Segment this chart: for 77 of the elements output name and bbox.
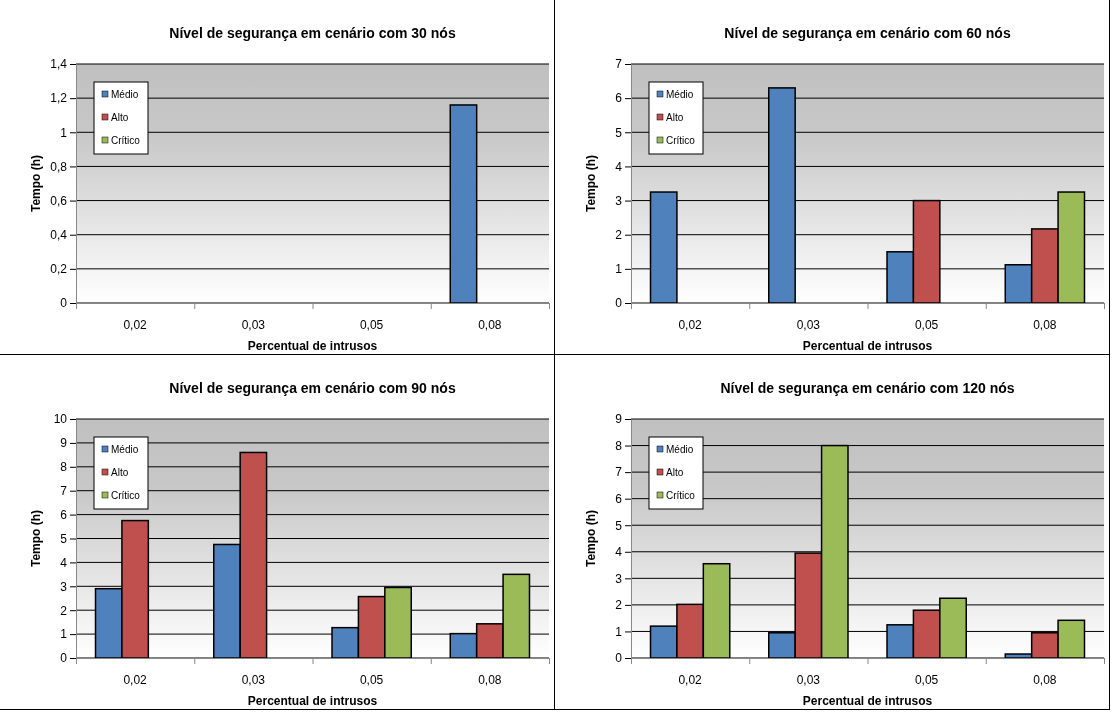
y-tick-label: 6 [60, 507, 68, 522]
x-tick-label: 0,02 [678, 318, 703, 332]
y-tick-label: 7 [615, 465, 623, 480]
y-tick-label: 0 [60, 296, 68, 311]
x-tick-label: 0,02 [678, 673, 703, 687]
y-tick-label: 1 [615, 624, 623, 639]
y-tick-label: 5 [615, 518, 623, 533]
legend-label: Médio [666, 89, 694, 100]
y-tick-label: 6 [615, 492, 623, 507]
y-tick-label: 1,2 [50, 91, 68, 106]
y-tick-label: 0,4 [50, 228, 68, 243]
y-tick-label: 0,2 [50, 262, 68, 277]
y-axis-title: Tempo (h) [29, 509, 43, 568]
x-axis-title: Percentual de intrusos [802, 339, 933, 353]
y-tick-label: 1 [615, 262, 623, 277]
x-axis-title: Percentual de intrusos [247, 694, 378, 708]
x-tick-label: 0,03 [241, 673, 266, 687]
x-tick-label: 0,05 [359, 673, 384, 687]
legend-label: Crítico [666, 135, 696, 146]
y-tick-label: 8 [60, 460, 68, 475]
y-tick-label: 6 [615, 91, 623, 106]
legend-label: Médio [111, 444, 139, 455]
y-tick-label: 7 [615, 57, 623, 72]
legend-label: Alto [111, 112, 129, 123]
legend-label: Médio [111, 89, 139, 100]
y-tick-label: 8 [615, 438, 623, 453]
chart-title: Nível de segurança em cenário com 30 nós [169, 25, 456, 41]
y-tick-label: 2 [615, 598, 623, 613]
y-axis-title: Tempo (h) [584, 509, 598, 568]
y-tick-label: 9 [615, 412, 623, 427]
y-tick-label: 1 [60, 125, 68, 140]
y-tick-label: 0 [615, 651, 623, 666]
y-tick-label: 2 [60, 603, 68, 618]
y-axis-title: Tempo (h) [584, 154, 598, 213]
y-tick-label: 0 [60, 651, 68, 666]
legend-label: Crítico [111, 490, 141, 501]
y-tick-label: 3 [60, 579, 68, 594]
y-tick-label: 3 [615, 571, 623, 586]
y-tick-label: 4 [615, 159, 623, 174]
x-tick-label: 0,08 [478, 318, 502, 332]
legend-label: Crítico [111, 135, 141, 146]
x-tick-label: 0,05 [914, 673, 939, 687]
y-tick-label: 5 [615, 125, 623, 140]
x-axis-title: Percentual de intrusos [802, 694, 933, 708]
y-tick-label: 10 [53, 412, 68, 427]
x-tick-label: 0,03 [796, 318, 821, 332]
chart-title: Nível de segurança em cenário com 90 nós [169, 380, 456, 396]
chart-title: Nível de segurança em cenário com 120 nós [720, 380, 1015, 396]
y-axis-title: Tempo (h) [29, 154, 43, 213]
legend-label: Alto [666, 112, 684, 123]
x-tick-label: 0,08 [1033, 673, 1057, 687]
y-tick-label: 2 [615, 228, 623, 243]
y-tick-label: 0 [615, 296, 623, 311]
x-tick-label: 0,05 [914, 318, 939, 332]
y-tick-label: 3 [615, 193, 623, 208]
x-tick-label: 0,03 [796, 673, 821, 687]
y-tick-label: 0,6 [50, 193, 68, 208]
y-tick-label: 4 [615, 545, 623, 560]
x-tick-label: 0,02 [123, 673, 148, 687]
y-tick-label: 5 [60, 531, 68, 546]
x-tick-label: 0,08 [1033, 318, 1057, 332]
y-tick-label: 9 [60, 436, 68, 451]
y-tick-label: 1 [60, 627, 68, 642]
y-tick-label: 0,8 [50, 159, 68, 174]
x-tick-label: 0,08 [478, 673, 502, 687]
y-tick-label: 1,4 [50, 57, 68, 72]
x-tick-label: 0,03 [241, 318, 266, 332]
y-tick-label: 4 [60, 555, 68, 570]
legend-label: Alto [111, 467, 129, 478]
x-tick-label: 0,02 [123, 318, 148, 332]
chart-title: Nível de segurança em cenário com 60 nós [724, 25, 1011, 41]
legend-label: Crítico [666, 490, 696, 501]
legend-label: Alto [666, 467, 684, 478]
x-tick-label: 0,05 [359, 318, 384, 332]
legend-label: Médio [666, 444, 694, 455]
y-tick-label: 7 [60, 484, 68, 499]
x-axis-title: Percentual de intrusos [247, 339, 378, 353]
